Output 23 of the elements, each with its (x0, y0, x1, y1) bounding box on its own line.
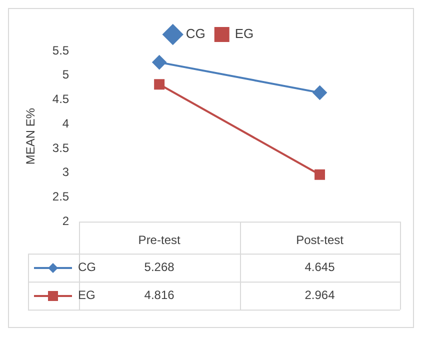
y-tick-label: 2 (62, 214, 70, 228)
y-tick-label: 3 (62, 165, 70, 180)
text: EG (78, 288, 96, 302)
y-tick-label: 4 (62, 116, 70, 130)
data-label: 4.645 (304, 260, 336, 274)
text: CG (78, 260, 96, 274)
y-axis-title: MEAN E% (24, 108, 38, 165)
legend-label: CG (186, 26, 206, 42)
data-label: 5.268 (144, 260, 175, 274)
x-tick-label: Post-test (296, 233, 344, 248)
x-tick-label: Pre-test (138, 233, 181, 248)
y-tick-label: 2.5 (52, 190, 70, 204)
y-tick-label: 5.5 (52, 43, 70, 58)
legend-label: EG (234, 26, 254, 42)
data-label: 2.964 (304, 288, 336, 302)
y-tick-label: 3.5 (52, 140, 70, 155)
point (312, 86, 327, 100)
y-tick-label: 5 (62, 68, 70, 82)
point (152, 55, 166, 70)
y-tick-label: 4.5 (52, 92, 70, 106)
data-label: 4.816 (144, 288, 175, 302)
point (154, 79, 165, 90)
point (314, 169, 326, 180)
